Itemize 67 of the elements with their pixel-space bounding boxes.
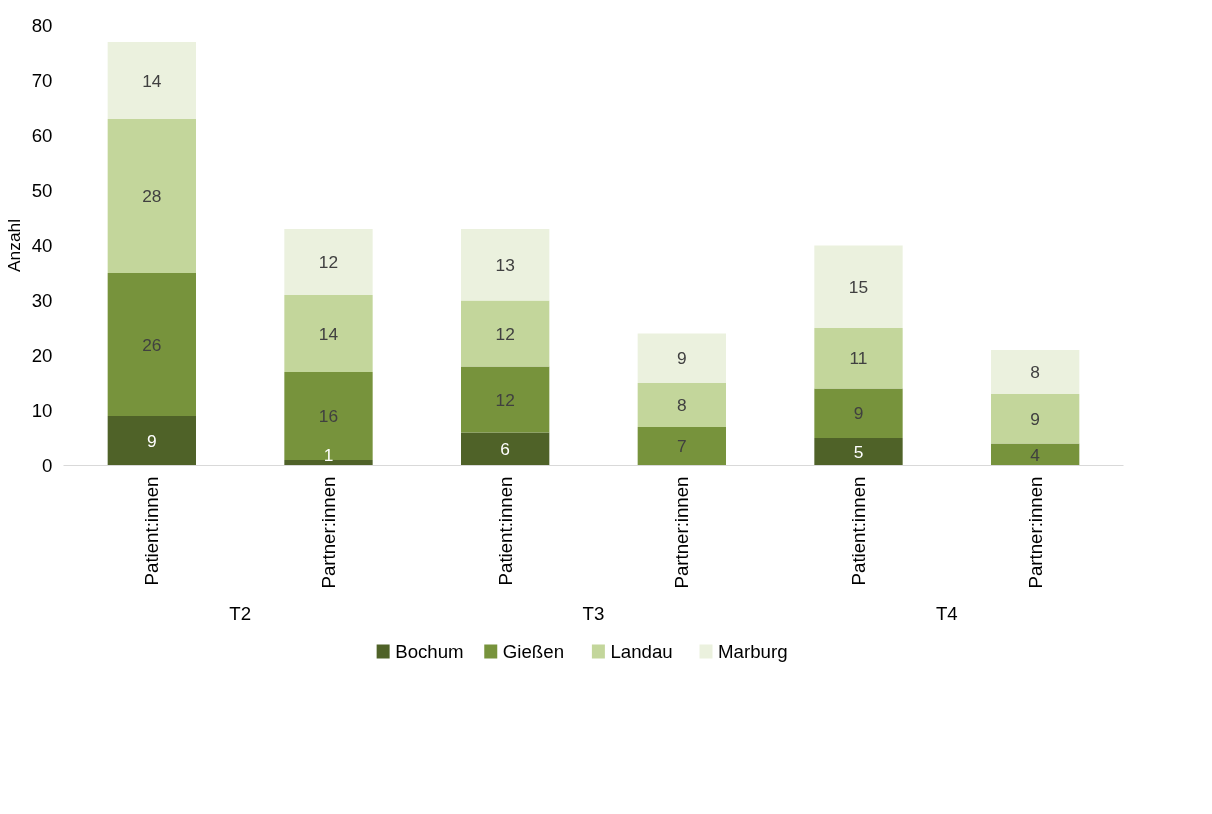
legend-label: Bochum [395, 641, 464, 662]
bar [284, 460, 373, 466]
bar [814, 328, 903, 389]
data-label: 16 [318, 406, 339, 426]
bar [637, 427, 726, 466]
data-label: 9 [147, 430, 157, 451]
y-axis-title: Anzahl [3, 219, 24, 272]
bar [991, 350, 1080, 394]
y-tick-label: 10 [31, 400, 53, 421]
y-tick-label: 20 [31, 345, 53, 366]
data-label: 14 [142, 70, 162, 91]
data-label: 7 [677, 436, 687, 457]
data-label: 9 [677, 348, 687, 369]
data-label: 9 [853, 403, 864, 424]
bar [107, 416, 196, 466]
data-label: 5 [853, 441, 864, 462]
data-label: 12 [495, 389, 515, 410]
bar [107, 119, 196, 273]
x-tick-label: Patient:innen [494, 476, 516, 586]
y-tick-label: 70 [31, 70, 53, 91]
bar [107, 42, 196, 119]
data-label: 26 [142, 334, 162, 355]
text: T4 [935, 602, 958, 624]
data-label: 6 [500, 439, 510, 459]
text: T3 [582, 602, 605, 624]
bar [991, 394, 1080, 444]
y-tick-label: 40 [31, 235, 53, 256]
bar [284, 295, 373, 372]
x-tick-label: Partner:innen [671, 476, 693, 589]
y-tick-label: 0 [42, 455, 53, 476]
y-tick-label: 30 [31, 290, 53, 311]
bar [284, 229, 373, 295]
bar [107, 273, 196, 416]
bar [461, 300, 550, 367]
x-tick-label: Patient:innen [848, 476, 869, 586]
data-label: 14 [318, 323, 339, 344]
legend-label: Landau [610, 641, 673, 662]
data-label: 9 [1030, 408, 1040, 429]
bar [814, 388, 903, 438]
data-label: 12 [495, 323, 515, 344]
data-label: 8 [677, 395, 687, 415]
data-label: 28 [142, 186, 162, 206]
data-label: 15 [848, 276, 869, 297]
bar [461, 366, 550, 433]
text: T2 [229, 602, 252, 624]
x-tick-label: Patient:innen [141, 476, 163, 586]
y-tick-label: 80 [31, 15, 53, 36]
data-label: 1 [323, 444, 334, 465]
data-label: 4 [1030, 444, 1041, 465]
bar [461, 432, 550, 466]
x-tick-label: Partner:innen [1024, 476, 1046, 589]
legend-label: Marburg [718, 641, 788, 662]
bar [637, 383, 726, 427]
x-tick-label: Partner:innen [318, 476, 339, 589]
bar [461, 229, 550, 301]
y-tick-label: 60 [31, 125, 53, 146]
bar [284, 372, 373, 460]
legend-label: Gießen [502, 641, 565, 662]
data-label: 12 [318, 252, 339, 272]
bar [991, 443, 1080, 466]
bar [814, 245, 903, 328]
bar [814, 438, 903, 466]
data-label: 11 [849, 348, 868, 369]
data-label: 8 [1030, 362, 1040, 382]
y-tick-label: 50 [31, 180, 53, 201]
data-label: 13 [495, 254, 515, 275]
bar [637, 333, 726, 383]
